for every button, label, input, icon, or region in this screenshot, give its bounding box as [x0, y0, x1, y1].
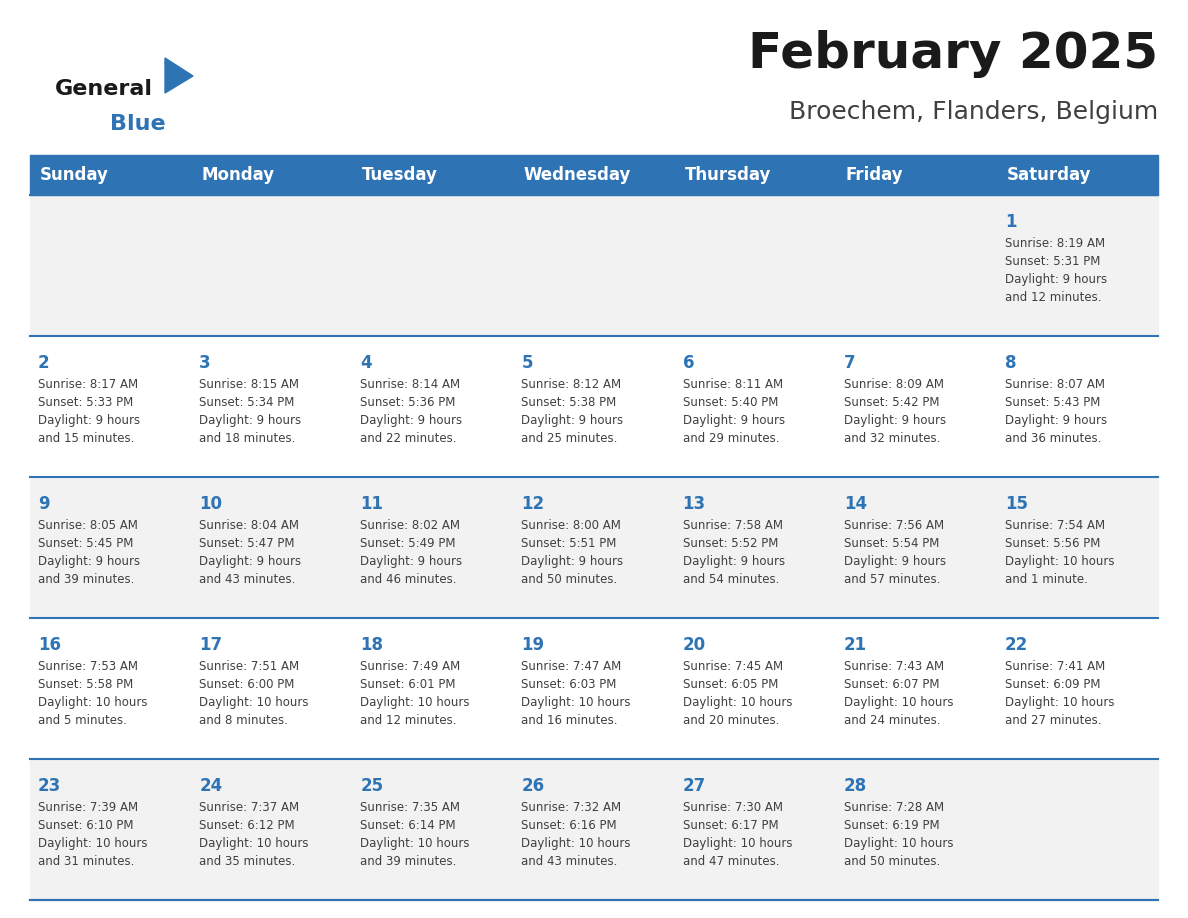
- Text: Sunrise: 7:47 AM
Sunset: 6:03 PM
Daylight: 10 hours
and 16 minutes.: Sunrise: 7:47 AM Sunset: 6:03 PM Dayligh…: [522, 660, 631, 727]
- Text: Broechem, Flanders, Belgium: Broechem, Flanders, Belgium: [789, 100, 1158, 124]
- Text: Monday: Monday: [201, 166, 274, 184]
- Text: 22: 22: [1005, 636, 1028, 654]
- Text: Friday: Friday: [846, 166, 903, 184]
- Text: Sunrise: 8:12 AM
Sunset: 5:38 PM
Daylight: 9 hours
and 25 minutes.: Sunrise: 8:12 AM Sunset: 5:38 PM Dayligh…: [522, 378, 624, 445]
- Text: Sunday: Sunday: [40, 166, 109, 184]
- Text: Sunrise: 8:15 AM
Sunset: 5:34 PM
Daylight: 9 hours
and 18 minutes.: Sunrise: 8:15 AM Sunset: 5:34 PM Dayligh…: [200, 378, 302, 445]
- Text: Sunrise: 7:49 AM
Sunset: 6:01 PM
Daylight: 10 hours
and 12 minutes.: Sunrise: 7:49 AM Sunset: 6:01 PM Dayligh…: [360, 660, 469, 727]
- Text: 18: 18: [360, 636, 384, 654]
- Text: Sunrise: 7:53 AM
Sunset: 5:58 PM
Daylight: 10 hours
and 5 minutes.: Sunrise: 7:53 AM Sunset: 5:58 PM Dayligh…: [38, 660, 147, 727]
- Text: Sunrise: 7:32 AM
Sunset: 6:16 PM
Daylight: 10 hours
and 43 minutes.: Sunrise: 7:32 AM Sunset: 6:16 PM Dayligh…: [522, 801, 631, 868]
- Text: 27: 27: [683, 777, 706, 795]
- Text: Sunrise: 7:45 AM
Sunset: 6:05 PM
Daylight: 10 hours
and 20 minutes.: Sunrise: 7:45 AM Sunset: 6:05 PM Dayligh…: [683, 660, 792, 727]
- Text: Sunrise: 8:09 AM
Sunset: 5:42 PM
Daylight: 9 hours
and 32 minutes.: Sunrise: 8:09 AM Sunset: 5:42 PM Dayligh…: [843, 378, 946, 445]
- Text: 8: 8: [1005, 354, 1017, 372]
- Text: Sunrise: 7:58 AM
Sunset: 5:52 PM
Daylight: 9 hours
and 54 minutes.: Sunrise: 7:58 AM Sunset: 5:52 PM Dayligh…: [683, 519, 785, 586]
- Text: 9: 9: [38, 495, 50, 513]
- Text: Sunrise: 7:43 AM
Sunset: 6:07 PM
Daylight: 10 hours
and 24 minutes.: Sunrise: 7:43 AM Sunset: 6:07 PM Dayligh…: [843, 660, 953, 727]
- Text: Sunrise: 7:35 AM
Sunset: 6:14 PM
Daylight: 10 hours
and 39 minutes.: Sunrise: 7:35 AM Sunset: 6:14 PM Dayligh…: [360, 801, 469, 868]
- Text: 17: 17: [200, 636, 222, 654]
- Text: Sunrise: 8:19 AM
Sunset: 5:31 PM
Daylight: 9 hours
and 12 minutes.: Sunrise: 8:19 AM Sunset: 5:31 PM Dayligh…: [1005, 237, 1107, 304]
- Bar: [30, 155, 1158, 195]
- Text: 25: 25: [360, 777, 384, 795]
- Text: February 2025: February 2025: [748, 30, 1158, 78]
- Bar: [30, 336, 1158, 477]
- Bar: [30, 477, 1158, 618]
- Text: Sunrise: 8:14 AM
Sunset: 5:36 PM
Daylight: 9 hours
and 22 minutes.: Sunrise: 8:14 AM Sunset: 5:36 PM Dayligh…: [360, 378, 462, 445]
- Text: General: General: [55, 79, 153, 99]
- Text: 5: 5: [522, 354, 533, 372]
- Text: Sunrise: 7:54 AM
Sunset: 5:56 PM
Daylight: 10 hours
and 1 minute.: Sunrise: 7:54 AM Sunset: 5:56 PM Dayligh…: [1005, 519, 1114, 586]
- Text: Tuesday: Tuesday: [362, 166, 438, 184]
- Text: Saturday: Saturday: [1007, 166, 1092, 184]
- Text: 26: 26: [522, 777, 544, 795]
- Text: 19: 19: [522, 636, 544, 654]
- Text: 3: 3: [200, 354, 210, 372]
- Text: 28: 28: [843, 777, 867, 795]
- Text: Sunrise: 7:30 AM
Sunset: 6:17 PM
Daylight: 10 hours
and 47 minutes.: Sunrise: 7:30 AM Sunset: 6:17 PM Dayligh…: [683, 801, 792, 868]
- Polygon shape: [165, 58, 192, 93]
- Text: 23: 23: [38, 777, 62, 795]
- Bar: [30, 195, 1158, 336]
- Text: 13: 13: [683, 495, 706, 513]
- Bar: [30, 759, 1158, 900]
- Text: Sunrise: 8:02 AM
Sunset: 5:49 PM
Daylight: 9 hours
and 46 minutes.: Sunrise: 8:02 AM Sunset: 5:49 PM Dayligh…: [360, 519, 462, 586]
- Text: Sunrise: 7:28 AM
Sunset: 6:19 PM
Daylight: 10 hours
and 50 minutes.: Sunrise: 7:28 AM Sunset: 6:19 PM Dayligh…: [843, 801, 953, 868]
- Text: 4: 4: [360, 354, 372, 372]
- Text: 14: 14: [843, 495, 867, 513]
- Text: Thursday: Thursday: [684, 166, 771, 184]
- Text: Sunrise: 8:04 AM
Sunset: 5:47 PM
Daylight: 9 hours
and 43 minutes.: Sunrise: 8:04 AM Sunset: 5:47 PM Dayligh…: [200, 519, 302, 586]
- Text: Sunrise: 7:56 AM
Sunset: 5:54 PM
Daylight: 9 hours
and 57 minutes.: Sunrise: 7:56 AM Sunset: 5:54 PM Dayligh…: [843, 519, 946, 586]
- Bar: [30, 618, 1158, 759]
- Text: 11: 11: [360, 495, 384, 513]
- Text: 16: 16: [38, 636, 61, 654]
- Text: Blue: Blue: [110, 114, 165, 134]
- Text: Sunrise: 7:39 AM
Sunset: 6:10 PM
Daylight: 10 hours
and 31 minutes.: Sunrise: 7:39 AM Sunset: 6:10 PM Dayligh…: [38, 801, 147, 868]
- Text: Sunrise: 8:07 AM
Sunset: 5:43 PM
Daylight: 9 hours
and 36 minutes.: Sunrise: 8:07 AM Sunset: 5:43 PM Dayligh…: [1005, 378, 1107, 445]
- Text: Sunrise: 7:51 AM
Sunset: 6:00 PM
Daylight: 10 hours
and 8 minutes.: Sunrise: 7:51 AM Sunset: 6:00 PM Dayligh…: [200, 660, 309, 727]
- Text: Sunrise: 8:11 AM
Sunset: 5:40 PM
Daylight: 9 hours
and 29 minutes.: Sunrise: 8:11 AM Sunset: 5:40 PM Dayligh…: [683, 378, 785, 445]
- Text: 10: 10: [200, 495, 222, 513]
- Text: 1: 1: [1005, 213, 1017, 231]
- Text: 7: 7: [843, 354, 855, 372]
- Text: 15: 15: [1005, 495, 1028, 513]
- Text: Sunrise: 8:05 AM
Sunset: 5:45 PM
Daylight: 9 hours
and 39 minutes.: Sunrise: 8:05 AM Sunset: 5:45 PM Dayligh…: [38, 519, 140, 586]
- Text: 6: 6: [683, 354, 694, 372]
- Text: 2: 2: [38, 354, 50, 372]
- Text: Wednesday: Wednesday: [524, 166, 631, 184]
- Text: 20: 20: [683, 636, 706, 654]
- Text: Sunrise: 8:17 AM
Sunset: 5:33 PM
Daylight: 9 hours
and 15 minutes.: Sunrise: 8:17 AM Sunset: 5:33 PM Dayligh…: [38, 378, 140, 445]
- Text: 24: 24: [200, 777, 222, 795]
- Text: 21: 21: [843, 636, 867, 654]
- Text: Sunrise: 7:41 AM
Sunset: 6:09 PM
Daylight: 10 hours
and 27 minutes.: Sunrise: 7:41 AM Sunset: 6:09 PM Dayligh…: [1005, 660, 1114, 727]
- Text: Sunrise: 7:37 AM
Sunset: 6:12 PM
Daylight: 10 hours
and 35 minutes.: Sunrise: 7:37 AM Sunset: 6:12 PM Dayligh…: [200, 801, 309, 868]
- Text: Sunrise: 8:00 AM
Sunset: 5:51 PM
Daylight: 9 hours
and 50 minutes.: Sunrise: 8:00 AM Sunset: 5:51 PM Dayligh…: [522, 519, 624, 586]
- Text: 12: 12: [522, 495, 544, 513]
